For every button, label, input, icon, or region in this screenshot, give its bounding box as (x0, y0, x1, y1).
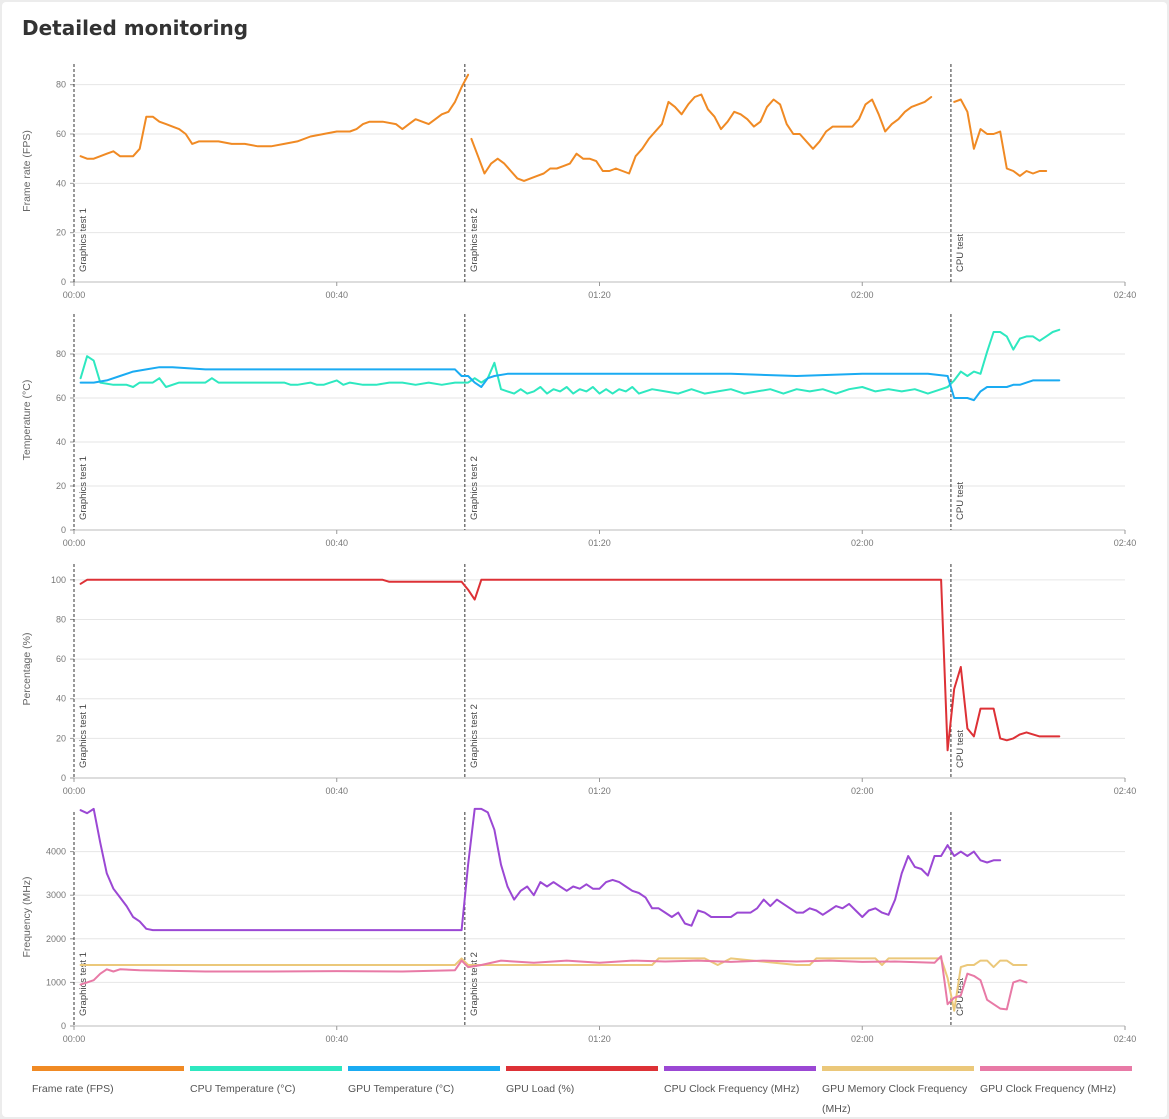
test-marker-label: Graphics test 2 (469, 952, 480, 1016)
y-tick-label: 4000 (46, 847, 66, 857)
series-line-frame-rate-fps (79, 73, 470, 160)
y-tick-label: 20 (56, 228, 66, 238)
test-marker-label: Graphics test 2 (469, 456, 480, 520)
x-tick-label: 00:00 (63, 538, 86, 548)
series-line-cpu-temperature-c (79, 355, 949, 395)
y-axis-label: Temperature (°C) (21, 380, 33, 461)
x-tick-label: 02:00 (851, 538, 874, 548)
y-tick-label: 40 (56, 178, 66, 188)
chart-panel-3: 0 20 40 60 80 100 00:00 00:40 01:20 02:00 02:40 Per… (21, 564, 1136, 796)
test-marker-label: CPU test (955, 978, 966, 1016)
series-line-cpu-temperature-c (946, 328, 1061, 388)
y-axis-label: Frequency (MHz) (21, 876, 33, 957)
x-tick-label: 02:00 (851, 1034, 874, 1044)
series-line-frame-rate-fps (953, 98, 1048, 177)
x-tick-label: 01:20 (588, 538, 611, 548)
x-tick-label: 00:00 (63, 290, 86, 300)
y-tick-label: 40 (56, 437, 66, 447)
x-tick-label: 01:20 (588, 1034, 611, 1044)
x-tick-label: 02:40 (1114, 538, 1137, 548)
test-marker-label: Graphics test 2 (469, 208, 480, 272)
y-tick-label: 1000 (46, 977, 66, 987)
series-line-gpu-temperature-c (946, 375, 1061, 402)
y-tick-label: 20 (56, 481, 66, 491)
panel-title: Detailed monitoring (22, 16, 249, 40)
series-line-gpu-clock-frequency-mhz (79, 955, 1028, 1011)
x-tick-label: 02:40 (1114, 786, 1137, 796)
x-tick-label: 02:40 (1114, 1034, 1137, 1044)
x-tick-label: 01:20 (588, 290, 611, 300)
y-tick-label: 0 (61, 1021, 66, 1031)
y-tick-label: 0 (61, 525, 66, 535)
y-tick-label: 3000 (46, 890, 66, 900)
x-tick-label: 00:40 (325, 1034, 348, 1044)
chart-panel-4: 0 1000 2000 3000 4000 00:00 00:40 01:20 02:00 02:… (21, 807, 1137, 1044)
y-tick-label: 100 (51, 575, 66, 585)
series-line-frame-rate-fps (470, 93, 933, 182)
test-marker-label: CPU test (955, 482, 966, 520)
test-marker-label: Graphics test 2 (469, 704, 480, 768)
y-tick-label: 60 (56, 393, 66, 403)
series-line-gpu-memory-clock-frequency-mhz (79, 957, 1028, 1012)
x-tick-label: 02:00 (851, 786, 874, 796)
y-tick-label: 0 (61, 277, 66, 287)
series-line-cpu-clock-frequency-mhz (79, 807, 1002, 932)
x-tick-label: 02:00 (851, 290, 874, 300)
x-tick-label: 00:00 (63, 786, 86, 796)
y-tick-label: 60 (56, 654, 66, 664)
y-tick-label: 0 (61, 773, 66, 783)
x-tick-label: 01:20 (588, 786, 611, 796)
y-tick-label: 20 (56, 733, 66, 743)
y-tick-label: 80 (56, 614, 66, 624)
y-axis-label: Frame rate (FPS) (21, 130, 33, 212)
y-tick-label: 2000 (46, 934, 66, 944)
y-axis-label: Percentage (%) (21, 633, 33, 706)
test-marker-label: Graphics test 1 (78, 456, 89, 520)
x-tick-label: 00:00 (63, 1034, 86, 1044)
test-marker-label: Graphics test 1 (78, 704, 89, 768)
test-marker-label: CPU test (955, 234, 966, 272)
series-line-gpu-temperature-c (79, 366, 949, 388)
y-tick-label: 40 (56, 694, 66, 704)
chart-panel-2: 0 20 40 60 80 00:00 00:40 01:20 02:00 02:40 Temper… (21, 314, 1136, 548)
x-tick-label: 00:40 (325, 290, 348, 300)
series-line-gpu-load (79, 578, 1061, 752)
x-tick-label: 00:40 (325, 538, 348, 548)
test-marker-label: CPU test (955, 730, 966, 768)
x-tick-label: 02:40 (1114, 290, 1137, 300)
x-tick-label: 00:40 (325, 786, 348, 796)
y-tick-label: 60 (56, 129, 66, 139)
test-marker-label: Graphics test 1 (78, 208, 89, 272)
chart-panel-1: 0 20 40 60 80 00:00 00:40 01:20 02:00 02:40 Frame … (21, 64, 1136, 300)
y-tick-label: 80 (56, 80, 66, 90)
y-tick-label: 80 (56, 349, 66, 359)
